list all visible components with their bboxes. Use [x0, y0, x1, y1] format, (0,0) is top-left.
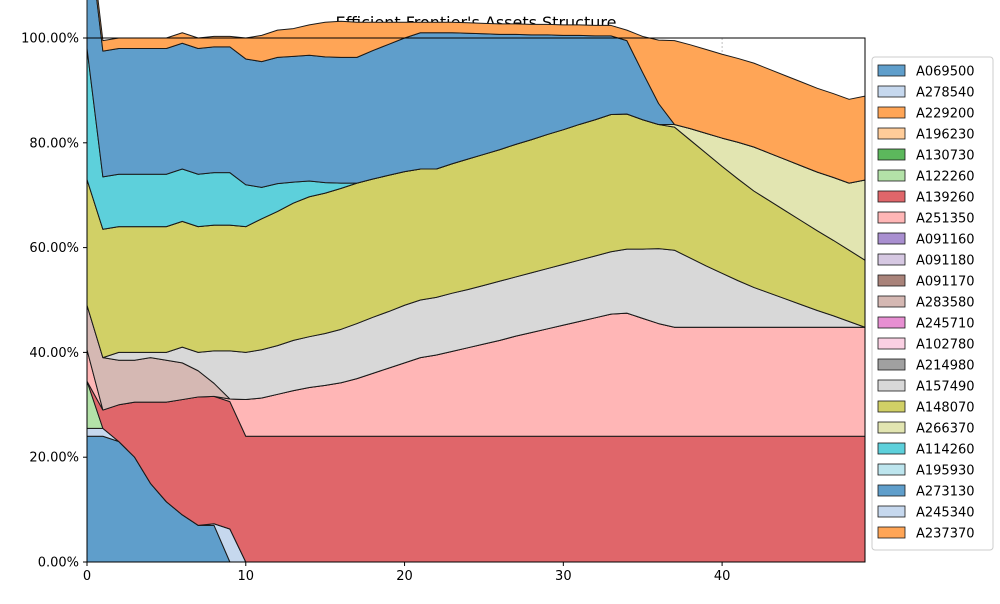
legend-swatch-a245710 — [877, 316, 906, 329]
legend-swatch-a157490 — [877, 379, 906, 392]
legend-label-a091170: A091170 — [916, 275, 975, 290]
legend-swatch-a273130 — [877, 484, 906, 497]
y-tick-label: 60.00% — [29, 241, 79, 256]
legend-swatch-a237370 — [877, 526, 906, 539]
legend-swatch-a091180 — [877, 253, 906, 266]
legend-label-a139260: A139260 — [916, 191, 975, 206]
legend-swatch-a229200 — [877, 106, 906, 119]
legend-label-a091180: A091180 — [916, 254, 975, 269]
legend-swatch-a283580 — [877, 295, 906, 308]
legend-label-a278540: A278540 — [916, 86, 975, 101]
legend-swatch-a278540 — [877, 85, 906, 98]
legend-label-a069500: A069500 — [916, 65, 975, 80]
axis-layer: 0 10 20 30 40 0.00% 20.00% 40.00% 60.00% 80.00% 10… — [21, 32, 866, 584]
legend-swatch-a251350 — [877, 211, 906, 224]
legend-label-a157490: A157490 — [916, 380, 975, 395]
legend-label-a130730: A130730 — [916, 149, 975, 164]
area-layer — [86, 0, 866, 563]
legend-label-a273130: A273130 — [916, 485, 975, 500]
legend-swatch-a069500 — [877, 64, 906, 77]
legend-label-a251350: A251350 — [916, 212, 975, 227]
legend-swatch-a091170 — [877, 274, 906, 287]
legend-label-a102780: A102780 — [916, 338, 975, 353]
legend-swatch-a195930 — [877, 463, 906, 476]
legend-label-a091160: A091160 — [916, 233, 975, 248]
x-tick-label: 10 — [238, 569, 255, 584]
x-tick-label: 40 — [714, 569, 731, 584]
legend-label-a196230: A196230 — [916, 128, 975, 143]
legend-swatch-a130730 — [877, 148, 906, 161]
x-tick-label: 20 — [396, 569, 413, 584]
legend-swatch-a245340 — [877, 505, 906, 518]
y-tick-label: 20.00% — [29, 451, 79, 466]
legend-swatch-a148070 — [877, 400, 906, 413]
legend-swatch-a091160 — [877, 232, 906, 245]
legend: A069500 A278540 A229200 A196230 A130730 A1222… — [871, 56, 994, 551]
x-tick-label: 0 — [83, 569, 91, 584]
legend-label-a229200: A229200 — [916, 107, 975, 122]
legend-swatch-a266370 — [877, 421, 906, 434]
y-tick-label: 40.00% — [29, 346, 79, 361]
legend-label-a245340: A245340 — [916, 506, 975, 521]
legend-label-a114260: A114260 — [916, 443, 975, 458]
legend-swatch-a139260 — [877, 190, 906, 203]
y-tick-label: 80.00% — [29, 136, 79, 151]
legend-label-a148070: A148070 — [916, 401, 975, 416]
legend-swatch-a114260 — [877, 442, 906, 455]
legend-label-a237370: A237370 — [916, 527, 975, 542]
legend-label-a214980: A214980 — [916, 359, 975, 374]
y-tick-label: 0.00% — [38, 556, 79, 571]
y-tick-label: 100.00% — [21, 32, 79, 47]
legend-swatch-a122260 — [877, 169, 906, 182]
legend-label-a245710: A245710 — [916, 317, 975, 332]
legend-label-a266370: A266370 — [916, 422, 975, 437]
legend-label-a122260: A122260 — [916, 170, 975, 185]
legend-label-a195930: A195930 — [916, 464, 975, 479]
legend-swatch-a102780 — [877, 337, 906, 350]
legend-swatch-a196230 — [877, 127, 906, 140]
plot-frame — [86, 37, 866, 563]
legend-swatch-a214980 — [877, 358, 906, 371]
legend-label-a283580: A283580 — [916, 296, 975, 311]
x-tick-label: 30 — [555, 569, 572, 584]
